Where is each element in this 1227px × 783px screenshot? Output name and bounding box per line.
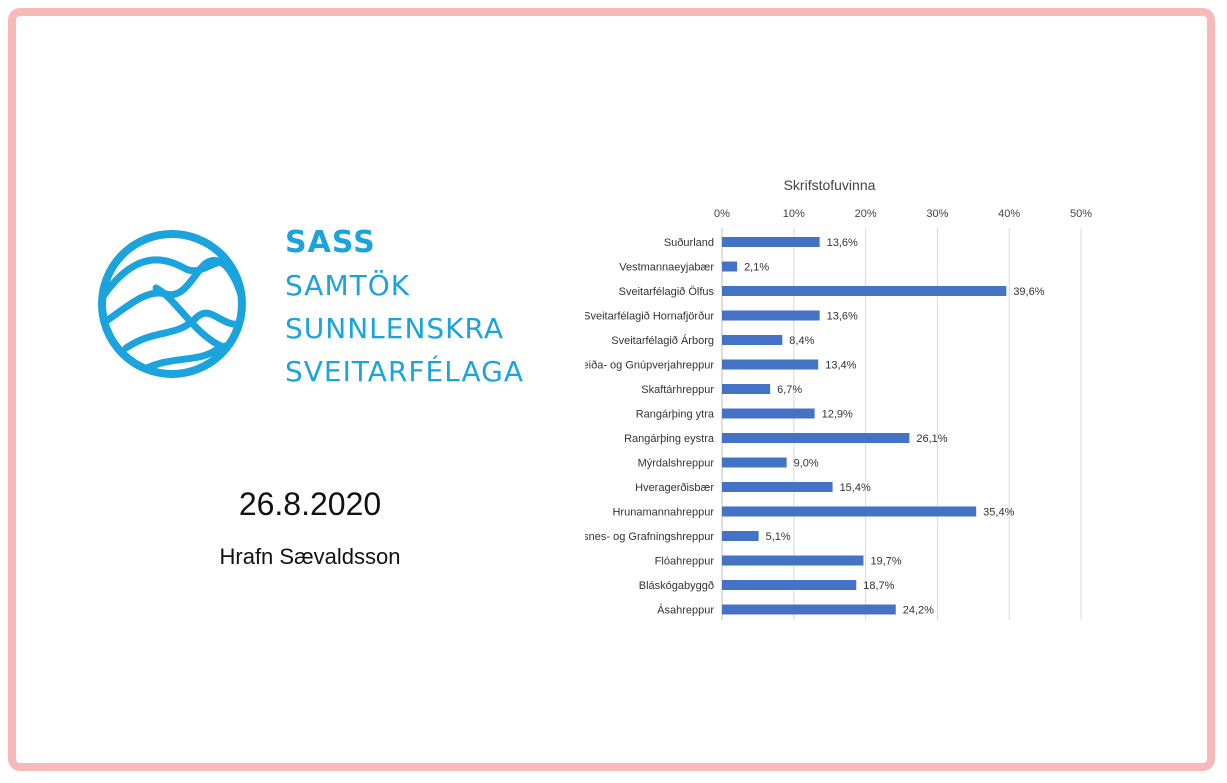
bar <box>722 604 896 615</box>
data-label: 13,6% <box>827 311 858 323</box>
category-label: Rangárþing eystra <box>624 433 715 445</box>
x-tick-label: 0% <box>714 208 730 220</box>
bar <box>722 384 771 394</box>
bar <box>722 408 815 419</box>
bar <box>722 286 1007 296</box>
data-label: 39,6% <box>1013 286 1044 298</box>
presenter-name: Hrafn Sævaldsson <box>219 544 401 569</box>
bar <box>722 359 819 370</box>
bar <box>722 237 820 247</box>
slide-frame <box>8 8 1215 771</box>
data-label: 13,6% <box>827 237 858 249</box>
presentation-date: 26.8.2020 <box>238 486 382 522</box>
data-label: 12,9% <box>822 409 853 421</box>
data-label: 24,2% <box>903 605 934 617</box>
data-label: 26,1% <box>916 433 947 445</box>
category-label: Hrunamannahreppur <box>612 507 714 519</box>
data-label: 18,7% <box>863 580 894 592</box>
data-label: 6,7% <box>777 384 802 396</box>
bar <box>722 482 833 492</box>
bar <box>722 310 820 321</box>
logo-text-line-1: SAMTÖK <box>285 269 411 302</box>
x-tick-label: 50% <box>1070 208 1092 220</box>
category-label: Skeiða- og Gnúpverjahreppur <box>570 360 715 372</box>
category-label: Rangárþing ytra <box>636 409 715 421</box>
category-label: Hveragerðisbær <box>635 482 714 494</box>
logo-text-line-2: SUNNLENSKRA <box>285 312 505 345</box>
bar <box>722 433 910 443</box>
category-label: Flóahreppur <box>655 556 715 568</box>
bar <box>722 335 783 345</box>
data-label: 15,4% <box>840 482 871 494</box>
bar <box>722 531 759 541</box>
bar <box>722 580 857 590</box>
category-label: Mýrdalshreppur <box>638 458 715 470</box>
logo-abbreviation: SASS <box>285 225 376 260</box>
x-tick-label: 10% <box>783 208 805 220</box>
data-label: 13,4% <box>825 360 856 372</box>
bar <box>722 506 977 517</box>
data-label: 5,1% <box>766 531 791 543</box>
bar <box>722 457 787 468</box>
x-tick-label: 30% <box>926 208 948 220</box>
category-label: Grímsnes- og Grafningshreppur <box>559 531 715 543</box>
x-tick-label: 20% <box>855 208 877 220</box>
category-label: Skaftárhreppur <box>641 384 714 396</box>
data-label: 9,0% <box>794 458 819 470</box>
category-label: Suðurland <box>664 237 714 249</box>
category-label: Sveitarfélagið Árborg <box>611 334 714 347</box>
category-label: Ásahreppur <box>657 604 714 617</box>
data-label: 35,4% <box>983 507 1014 519</box>
logo-text-line-3: SVEITARFÉLAGA <box>285 355 524 388</box>
data-label: 2,1% <box>744 262 769 274</box>
category-label: Vestmannaeyjabær <box>619 262 714 274</box>
category-label: Sveitarfélagið Ölfus <box>619 286 715 298</box>
x-tick-label: 40% <box>998 208 1020 220</box>
sass-logo-icon <box>98 230 246 378</box>
category-label: Bláskógabyggð <box>639 580 714 592</box>
data-label: 8,4% <box>789 335 814 347</box>
data-label: 19,7% <box>870 556 901 568</box>
bar <box>722 261 738 272</box>
chart-title: Skrifstofuvinna <box>784 177 876 193</box>
bar <box>722 555 864 566</box>
category-label: Sveitarfélagið Hornafjörður <box>583 311 714 323</box>
